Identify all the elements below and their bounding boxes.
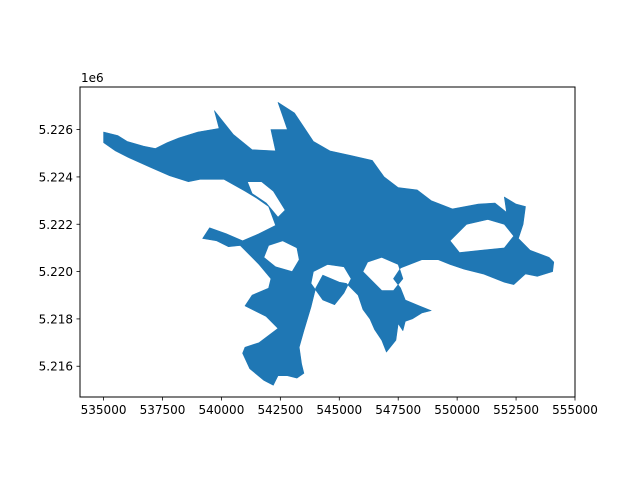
x-tick-label: 552500	[493, 403, 539, 417]
x-tick-label: 537500	[140, 403, 186, 417]
y-tick-label: 5.220	[39, 265, 73, 279]
x-tick-label: 550000	[434, 403, 480, 417]
x-tick-label: 542500	[257, 403, 303, 417]
plot-area	[103, 102, 555, 386]
y-axis-offset-label: 1e6	[81, 71, 104, 85]
x-tick-label: 535000	[81, 403, 127, 417]
x-axis: 535000 537500 540000 542500 545000 547500 5500…	[81, 397, 598, 417]
lake-polygon	[103, 102, 555, 386]
x-tick-label: 540000	[199, 403, 245, 417]
y-tick-label: 5.218	[39, 312, 73, 326]
y-tick-label: 5.222	[39, 218, 73, 232]
y-tick-label: 5.226	[39, 123, 73, 137]
y-tick-label: 5.216	[39, 360, 73, 374]
y-tick-label: 5.224	[39, 170, 73, 184]
axes-frame	[79, 86, 576, 398]
x-tick-label: 547500	[375, 403, 421, 417]
x-tick-label: 555000	[552, 403, 598, 417]
y-axis: 5.216 5.218 5.220 5.222 5.224 5.226	[39, 123, 80, 374]
x-tick-label: 545000	[316, 403, 362, 417]
